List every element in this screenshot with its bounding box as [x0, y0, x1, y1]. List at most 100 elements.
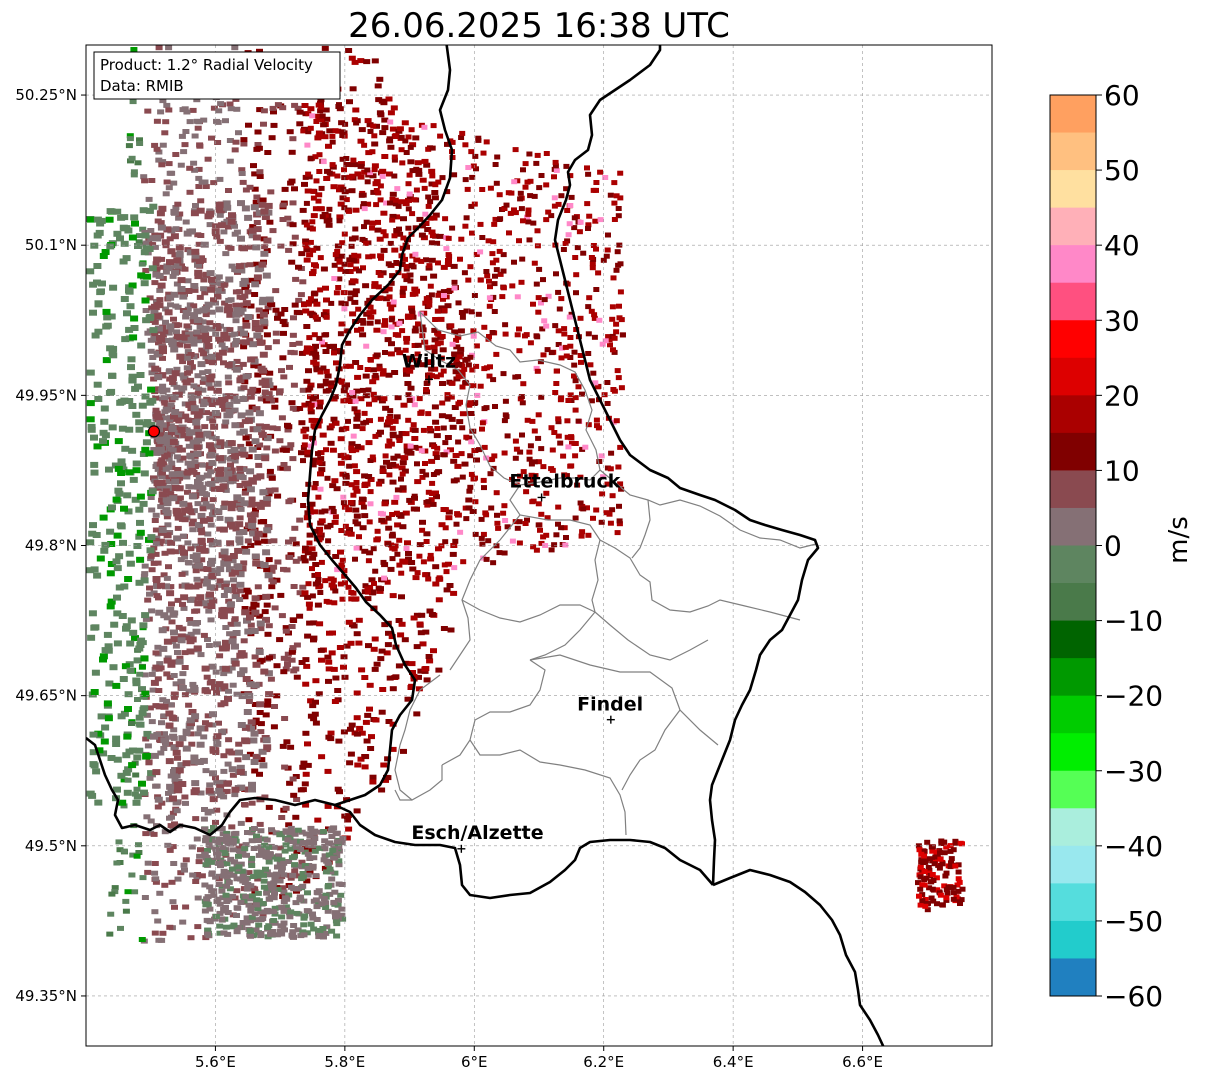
echo-cell [228, 557, 237, 564]
echo-cell [535, 412, 542, 418]
echo-cell [337, 892, 345, 898]
echo-cell [330, 416, 338, 422]
echo-cell [317, 255, 324, 261]
echo-cell [184, 306, 192, 312]
echo-cell [186, 119, 194, 125]
echo-cell [202, 348, 210, 354]
echo-cell [197, 652, 205, 658]
echo-cell [159, 355, 166, 361]
echo-cell [339, 195, 347, 201]
echo-cell [192, 203, 199, 208]
echo-cell [268, 827, 275, 833]
echo-cell [247, 501, 256, 508]
echo-cell [87, 216, 95, 223]
echo-cell [187, 509, 195, 514]
echo-cell [252, 261, 260, 267]
echo-cell [380, 270, 387, 276]
echo-cell [135, 714, 144, 721]
echo-cell [571, 373, 577, 379]
echo-cell [279, 355, 287, 361]
echo-cell [370, 589, 377, 595]
echo-cell [419, 333, 426, 339]
echo-cell [234, 757, 242, 763]
echo-cell [244, 314, 253, 320]
echo-cell [324, 373, 332, 379]
echo-cell [236, 483, 244, 488]
echo-cell [164, 522, 172, 528]
echo-cell [213, 690, 220, 696]
echo-cell [139, 622, 148, 629]
echo-cell [179, 293, 188, 300]
echo-cell [448, 323, 455, 329]
echo-cell [357, 756, 365, 762]
echo-cell [450, 263, 458, 269]
echo-cell [303, 908, 311, 914]
echo-cell [276, 438, 284, 444]
echo-cell [180, 594, 189, 601]
echo-cell [338, 321, 346, 327]
echo-cell [165, 107, 173, 113]
echo-cell [402, 559, 409, 565]
echo-cell [252, 753, 261, 760]
echo-cell [431, 404, 439, 410]
echo-cell [470, 328, 477, 334]
echo-cell [237, 412, 246, 419]
echo-cell [184, 583, 193, 590]
echo-cell [522, 184, 529, 190]
echo-cell [536, 266, 543, 272]
echo-cell [190, 754, 199, 761]
echo-cell [239, 529, 248, 535]
echo-cell [580, 250, 587, 256]
echo-cell [233, 498, 241, 504]
echo-cell [138, 664, 146, 670]
echo-cell [156, 287, 164, 293]
echo-cell [430, 273, 438, 279]
echo-cell [369, 225, 375, 231]
echo-cell [287, 909, 295, 915]
echo-cell [291, 234, 299, 240]
echo-cell [106, 603, 115, 610]
echo-cell [284, 662, 291, 667]
echo-cell [174, 433, 182, 439]
echo-cell [301, 590, 309, 596]
echo-cell [124, 576, 133, 582]
echo-cell [258, 748, 267, 755]
echo-cell [318, 657, 325, 663]
echo-cell [610, 347, 616, 353]
echo-cell [136, 642, 145, 648]
echo-cell [565, 444, 572, 450]
echo-cell [277, 923, 285, 929]
echo-cell [262, 849, 270, 855]
echo-cell [216, 923, 224, 929]
echo-cell [162, 338, 170, 343]
echo-cell [246, 184, 254, 190]
echo-cell [395, 663, 403, 669]
echo-cell [173, 257, 182, 264]
echo-cell [217, 476, 226, 483]
echo-cell [357, 445, 365, 451]
echo-cell [405, 392, 412, 398]
echo-cell [212, 323, 221, 329]
echo-cell [481, 485, 487, 491]
echo-cell [476, 447, 483, 453]
echo-cell [282, 666, 290, 672]
echo-cell [122, 752, 131, 759]
echo-cell [557, 440, 564, 446]
echo-cell [356, 725, 364, 731]
echo-cell [393, 494, 400, 500]
echo-cell [317, 471, 324, 477]
echo-cell [89, 731, 98, 738]
echo-cell [120, 214, 129, 221]
echo-cell [159, 697, 167, 703]
echo-cell [239, 920, 247, 925]
echo-cell [223, 899, 231, 904]
echo-cell [146, 775, 154, 781]
echo-cell [390, 299, 397, 305]
echo-cell [301, 558, 309, 564]
echo-cell [216, 515, 224, 521]
echo-cell [223, 587, 232, 593]
echo-cell [195, 522, 203, 528]
echo-cell [473, 343, 480, 349]
echo-cell [348, 482, 355, 488]
echo-cell [321, 838, 329, 844]
